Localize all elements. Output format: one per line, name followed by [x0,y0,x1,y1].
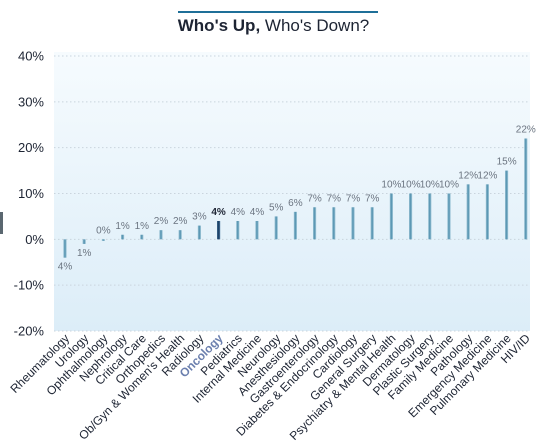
data-label: 12% [458,170,478,181]
bar [505,170,509,240]
data-label: 0% [96,225,111,236]
data-label: 10% [439,180,459,191]
data-label: 4% [58,262,73,273]
bar [485,184,489,240]
data-label: 5% [269,202,284,213]
data-label: 7% [327,193,342,204]
bar [255,221,259,240]
bar [351,207,355,240]
bar [178,230,182,240]
bar [524,138,528,240]
bar [293,211,297,240]
bar [332,207,336,240]
value-labels: 4%1%0% 1% 1% 2% 2% 3% 4% 4% 4% 5% 6% 7% 7% 7% 7%10% 10%… [58,125,536,273]
bar [159,230,163,240]
bar [313,207,317,240]
chart-header: Who's Up, Who's Down? [0,0,547,44]
bar [121,234,125,240]
y-tick-label: 30% [18,94,44,109]
grid [54,55,530,332]
plot-area [54,52,530,331]
y-tick-label: 10% [18,186,44,201]
data-label: 4% [211,207,226,218]
bar [236,221,240,240]
data-label: 10% [381,180,401,191]
data-label: 6% [288,198,303,209]
data-label: 15% [497,157,517,168]
data-label: 7% [346,193,361,204]
data-label: 4% [231,207,246,218]
bar [140,234,144,240]
bar [217,221,221,240]
bar [466,184,470,240]
bars [63,138,528,258]
data-label: 7% [365,193,380,204]
bar [447,193,451,240]
bar [370,207,374,240]
left-edge-marker [0,212,3,234]
data-label: 1% [135,221,150,232]
chart-title-bold: Who's Up, [177,16,261,35]
y-tick-label: -20% [14,324,45,339]
bar [274,216,278,240]
bar [389,193,393,240]
data-label: 4% [250,207,265,218]
y-axis: 40% 30% 20% 10% 0% -10% -20% [14,49,45,339]
data-label: 10% [401,180,421,191]
x-axis: RheumatologyUrologyOphthalmologyNephrolo… [7,331,533,443]
bar [428,193,432,240]
bar [409,193,413,240]
bar [197,225,201,240]
data-label: 3% [192,212,207,223]
y-tick-label: 40% [18,49,44,64]
chart-title: Who's Up, Who's Down? [0,16,547,36]
bar [63,239,67,258]
title-rule [178,11,378,13]
bar [101,239,105,241]
data-label: 1% [115,221,130,232]
chart-title-regular: Who's Down? [264,16,370,35]
data-label: 2% [154,216,169,227]
data-label: 10% [420,180,440,191]
y-tick-label: -10% [14,278,45,293]
data-label: 2% [173,216,188,227]
y-tick-label: 20% [18,140,44,155]
bar [82,239,86,244]
data-label: 22% [516,125,536,136]
y-tick-label: 0% [25,232,44,247]
data-label: 7% [307,193,322,204]
data-label: 12% [477,170,497,181]
data-label: 1% [77,248,92,259]
